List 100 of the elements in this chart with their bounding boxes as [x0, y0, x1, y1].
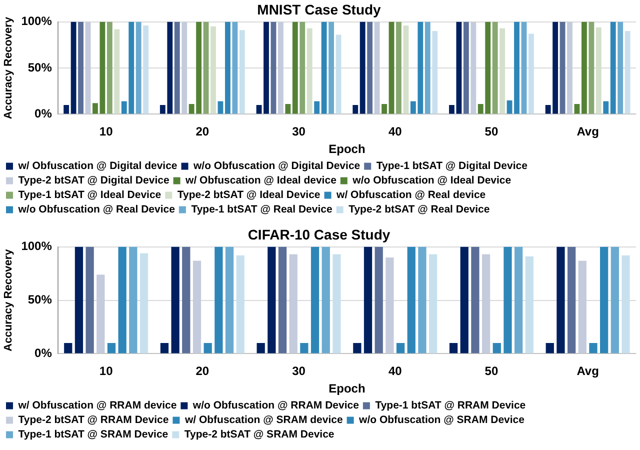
legend-label: Type-2 btSAT @ Real Device [348, 204, 490, 216]
bar [239, 30, 245, 114]
legend-label: Type-1 btSAT @ Real Device [191, 204, 332, 216]
bar [64, 104, 70, 114]
bar [382, 104, 387, 114]
y-axis-title: Accuracy Recovery [2, 248, 15, 352]
x-axis-title: Epoch [328, 142, 366, 156]
bar [270, 22, 276, 114]
bar [289, 254, 298, 354]
bar [203, 22, 209, 114]
bar [560, 22, 566, 114]
bar [306, 28, 312, 114]
bar [78, 22, 84, 114]
bar [204, 343, 212, 354]
bar [470, 22, 476, 114]
x-tick-label: 40 [388, 124, 402, 139]
bar [449, 343, 458, 354]
bar [114, 29, 120, 114]
bar [74, 246, 84, 354]
y-axis-title: Accuracy Recovery [2, 16, 15, 120]
legend-label: Type-2 btSAT @ RRAM Device [18, 414, 169, 426]
legend-label: w/o Obfuscation @ Real Device [17, 204, 176, 216]
bar [367, 22, 373, 114]
bar [285, 104, 291, 114]
chart-title: CIFAR-10 Case Study [248, 226, 390, 242]
bar [568, 246, 576, 354]
x-axis-title: Epoch [328, 382, 366, 396]
y-tick-label: 50% [28, 60, 52, 74]
bar [589, 343, 598, 354]
x-tick-label: 10 [99, 364, 114, 378]
bar [374, 246, 383, 354]
x-tick-label: Avg [576, 124, 599, 139]
bar [500, 28, 506, 114]
x-tick-label: 20 [196, 124, 210, 139]
bar [514, 22, 520, 114]
bar [182, 246, 190, 354]
x-tick-label: 30 [292, 364, 306, 378]
bar [460, 246, 468, 354]
bar [396, 22, 402, 114]
bar [328, 22, 334, 114]
bar [574, 104, 580, 114]
legend-label: Type-1 btSAT @ RRAM Device [375, 400, 526, 412]
bar [86, 246, 94, 354]
bar [278, 246, 287, 354]
bar [622, 255, 630, 354]
bar [96, 274, 105, 354]
legend-label: w/ Obfuscation @ RRAM device [17, 400, 177, 412]
bar [506, 100, 512, 114]
bar [85, 22, 91, 114]
bar [624, 31, 630, 114]
bar [432, 31, 438, 114]
bar [556, 246, 565, 354]
bar [364, 246, 372, 354]
bar [578, 260, 586, 354]
bar [610, 246, 619, 354]
x-tick-label: 40 [388, 364, 402, 378]
bar [140, 253, 148, 354]
bar [471, 246, 480, 354]
bar [482, 254, 490, 354]
legend-label: w/ Obfuscation @ SRAM device [184, 414, 343, 426]
x-tick-label: 50 [484, 124, 498, 139]
bar [143, 25, 149, 114]
bar [418, 246, 426, 354]
y-tick-label: 0% [34, 346, 52, 360]
legend-label: w/o Obfuscation @ Digital Device [192, 160, 360, 172]
bar [352, 104, 358, 114]
bar [618, 22, 624, 114]
bar [403, 25, 409, 114]
bar [600, 246, 608, 354]
bar [610, 22, 616, 114]
bar [521, 22, 527, 114]
bar [504, 246, 512, 354]
legend-label: Type-2 btSAT @ SRAM Device [184, 428, 334, 441]
bar [210, 26, 216, 114]
bar [107, 343, 116, 354]
bar [264, 22, 269, 114]
y-tick-label: 50% [28, 292, 52, 307]
bar [407, 246, 416, 354]
bar [292, 22, 298, 114]
bar [225, 246, 234, 354]
bar [136, 22, 142, 114]
y-tick-label: 100% [21, 14, 52, 28]
bar [514, 246, 523, 354]
bar [336, 34, 342, 114]
legend-label: w/o Obfuscation @ SRAM Device [358, 414, 525, 426]
bar [492, 22, 498, 114]
bar [396, 343, 405, 354]
bar [214, 246, 223, 354]
bar [492, 343, 501, 354]
bar [182, 22, 188, 114]
bar [278, 22, 284, 114]
bar [300, 22, 306, 114]
legend-label: w/o Obfuscation @ RRAM Device [192, 400, 360, 412]
bar [360, 22, 366, 114]
y-tick-label: 0% [34, 106, 52, 121]
bar [322, 246, 330, 354]
legend-label: Type-1 btSAT @ Ideal Device [18, 189, 162, 202]
bar [64, 343, 72, 354]
bar [192, 260, 202, 354]
legend-label: w/ Obfuscation @ Digital device [17, 160, 178, 172]
